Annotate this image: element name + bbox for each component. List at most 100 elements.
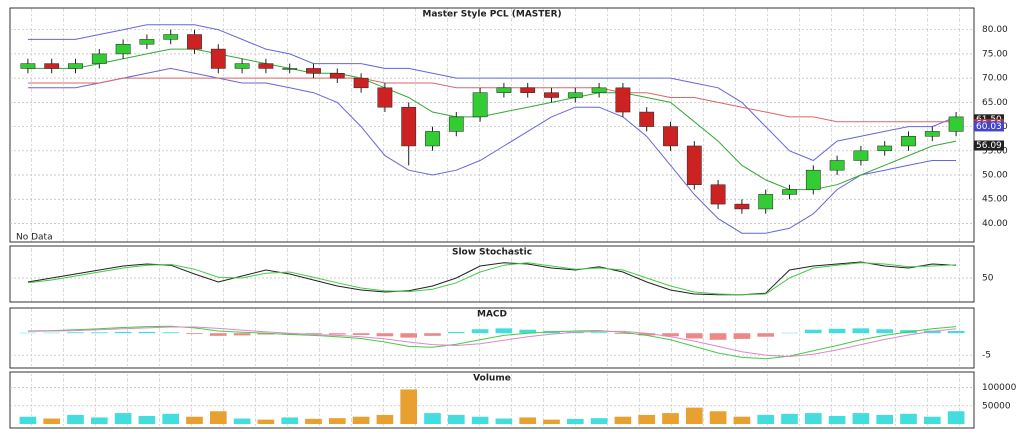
candle-body bbox=[234, 63, 250, 69]
histogram-bar bbox=[471, 329, 489, 334]
volume-bar bbox=[43, 418, 61, 424]
histogram-bar bbox=[447, 331, 465, 334]
y-tick-label: 50000 bbox=[982, 401, 1011, 411]
panel-title: Master Style PCL (MASTER) bbox=[422, 10, 561, 20]
candle-body bbox=[210, 48, 226, 69]
candle-body bbox=[163, 34, 179, 40]
histogram-bar bbox=[709, 333, 727, 340]
volume-bar bbox=[709, 411, 727, 424]
volume-bar bbox=[804, 413, 822, 424]
volume-bar bbox=[923, 416, 941, 424]
y-tick-label: 55.00 bbox=[982, 146, 1008, 156]
price-tag-label: 60.03 bbox=[976, 122, 1002, 132]
histogram-bar bbox=[495, 328, 513, 334]
histogram-bar bbox=[281, 333, 299, 335]
histogram-bar bbox=[90, 332, 108, 334]
candle-body bbox=[472, 92, 488, 118]
candle-body bbox=[282, 68, 298, 70]
volume-bar bbox=[352, 416, 370, 424]
candle-body bbox=[639, 111, 655, 127]
y-tick-label: -5 bbox=[982, 351, 991, 361]
candle-body bbox=[115, 43, 131, 55]
histogram-bar bbox=[638, 333, 656, 336]
volume-bar bbox=[781, 413, 798, 424]
histogram-bar bbox=[662, 333, 679, 337]
candle-body bbox=[591, 87, 607, 93]
candle-body bbox=[924, 131, 940, 137]
volume-bar bbox=[662, 413, 679, 424]
series-line bbox=[27, 77, 957, 123]
histogram-bar bbox=[305, 333, 322, 335]
candle-body bbox=[496, 87, 512, 93]
candle-body bbox=[139, 39, 155, 45]
histogram-bar bbox=[233, 333, 251, 336]
volume-bar bbox=[281, 417, 299, 424]
note: No Data bbox=[16, 233, 53, 243]
histogram-bar bbox=[376, 333, 394, 337]
y-tick-label: 70.00 bbox=[982, 74, 1008, 84]
histogram-bar bbox=[186, 333, 203, 335]
volume-bar bbox=[947, 411, 965, 424]
y-tick-label: 75.00 bbox=[982, 49, 1008, 59]
volume-bar bbox=[328, 418, 346, 424]
volume-bar bbox=[614, 416, 632, 424]
histogram-bar bbox=[257, 333, 275, 335]
volume-bar bbox=[138, 416, 156, 424]
series-line bbox=[27, 24, 957, 162]
candle-body bbox=[663, 126, 678, 147]
histogram-bar bbox=[162, 332, 180, 334]
volume-bar bbox=[828, 416, 846, 424]
candle-body bbox=[758, 194, 774, 210]
candle-body bbox=[710, 184, 726, 205]
series-line bbox=[27, 48, 957, 191]
histogram-bar bbox=[804, 329, 822, 334]
volume-bar bbox=[162, 413, 180, 424]
volume-bar bbox=[400, 389, 418, 424]
candle-body bbox=[425, 131, 440, 147]
volume-bar bbox=[67, 414, 84, 424]
y-tick-label: 50.00 bbox=[982, 171, 1008, 181]
candle-body bbox=[567, 92, 583, 98]
price-tag-label: 56.09 bbox=[976, 141, 1002, 151]
series-line bbox=[27, 326, 957, 358]
histogram-bar bbox=[828, 328, 846, 334]
candle-body bbox=[544, 92, 559, 98]
candle-body bbox=[377, 87, 393, 108]
volume-bar bbox=[209, 411, 227, 424]
volume-bar bbox=[543, 419, 560, 424]
candle-body bbox=[448, 116, 464, 132]
candle-body bbox=[44, 63, 60, 69]
panel-frame bbox=[9, 245, 975, 303]
candle-body bbox=[901, 136, 916, 147]
candle-body bbox=[853, 150, 869, 161]
histogram-bar bbox=[876, 329, 894, 334]
volume-bar bbox=[900, 413, 917, 424]
candle-body bbox=[20, 63, 36, 69]
histogram-bar bbox=[614, 333, 632, 335]
histogram-bar bbox=[328, 333, 346, 335]
histogram-bar bbox=[519, 329, 537, 334]
candle-body bbox=[734, 203, 750, 210]
volume-bar bbox=[590, 418, 608, 424]
volume-bar bbox=[519, 417, 537, 424]
volume-bar bbox=[90, 417, 108, 424]
candle-body bbox=[353, 77, 369, 89]
candle-body bbox=[306, 68, 321, 74]
volume-bar bbox=[424, 413, 441, 424]
histogram-bar bbox=[733, 333, 751, 339]
candle-body bbox=[877, 145, 893, 152]
volume-bar bbox=[471, 416, 489, 424]
panel-title: MACD bbox=[477, 310, 507, 320]
y-tick-label: 100000 bbox=[982, 383, 1017, 393]
histogram-bar bbox=[352, 333, 370, 335]
candle-body bbox=[258, 63, 274, 69]
histogram-bar bbox=[852, 328, 870, 334]
candle-body bbox=[948, 116, 964, 132]
histogram-bar bbox=[424, 333, 441, 336]
candle-body bbox=[187, 34, 202, 50]
histogram-bar bbox=[209, 333, 227, 336]
histogram-bar bbox=[114, 331, 132, 334]
candle-body bbox=[805, 169, 821, 190]
panel-title: Volume bbox=[473, 374, 511, 384]
volume-bar bbox=[733, 416, 751, 424]
